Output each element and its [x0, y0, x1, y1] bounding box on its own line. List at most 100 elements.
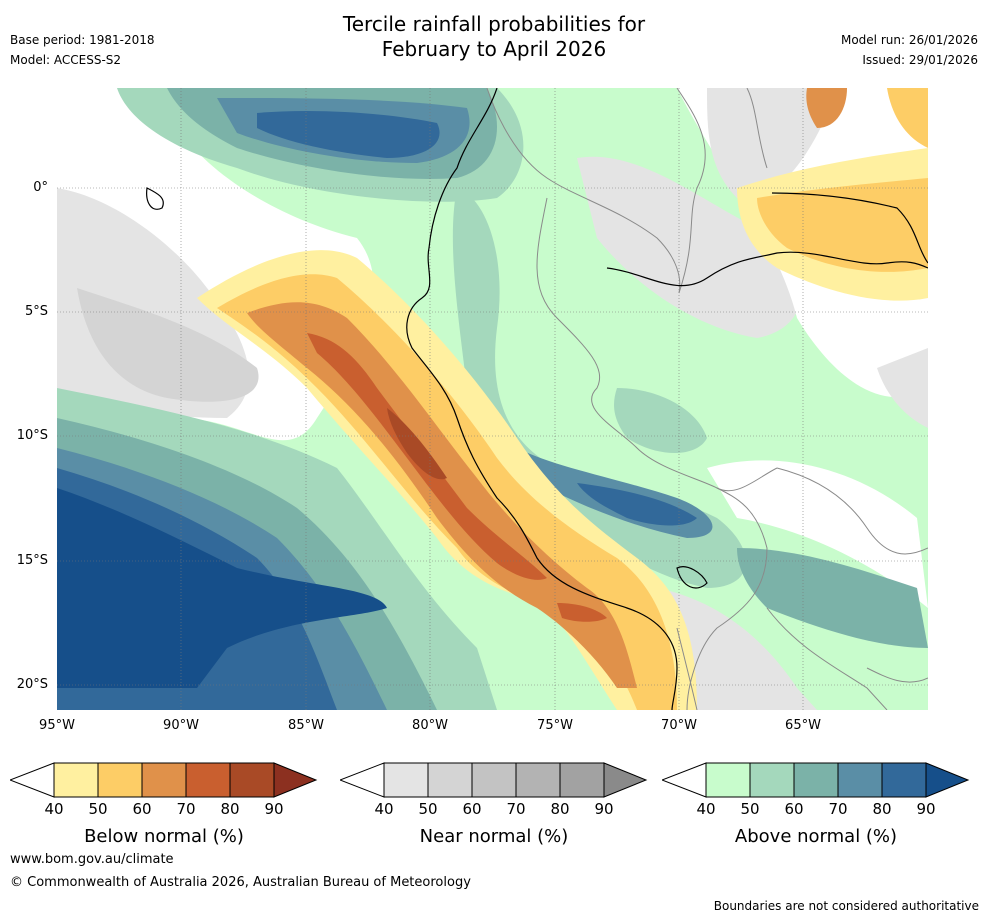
cb-below-tick-80: 80: [220, 800, 240, 818]
lon-label-90w: 90°W: [163, 718, 199, 733]
cb-below-80: [185, 762, 231, 798]
coastline: [146, 88, 928, 710]
lon-label-70w: 70°W: [661, 718, 697, 733]
cb-above-tick-50: 50: [740, 800, 760, 818]
lon-label-80w: 80°W: [412, 718, 448, 733]
cb-above-tick-80: 80: [872, 800, 892, 818]
lat-label-5s: 5°S: [24, 304, 48, 319]
field-above-50-east: [614, 388, 707, 453]
legend-title-below: Below normal (%): [84, 826, 244, 847]
cb-below-arrow-right: [273, 762, 318, 798]
cb-below-70: [141, 762, 187, 798]
lat-label-0: 0°: [33, 180, 48, 195]
field-below-70-south: [557, 603, 607, 622]
model-run: Model run: 26/01/2026: [840, 33, 978, 47]
field-above-60-se: [737, 548, 928, 648]
lon-label-95w: 95°W: [39, 718, 75, 733]
lake-titicaca: [676, 566, 708, 589]
border-bolivia: [686, 487, 768, 710]
field-near-south: [657, 588, 817, 710]
cb-near-70: [471, 762, 517, 798]
country-borders: [486, 88, 928, 710]
meta-left: Base period: 1981-2018 Model: ACCESS-S2: [10, 30, 155, 70]
cb-near-tick-50: 50: [418, 800, 438, 818]
cb-below-tick-40: 40: [44, 800, 64, 818]
map-title: Tercile rainfall probabilities for Febru…: [0, 12, 988, 62]
cb-near-arrow-left: [340, 762, 385, 798]
field-white-central: [707, 460, 928, 608]
cb-above-50: [705, 762, 751, 798]
cb-near-tick-60: 60: [462, 800, 482, 818]
cb-near-arrow-right: [603, 762, 648, 798]
cb-near-60: [427, 762, 473, 798]
cb-above-60: [749, 762, 795, 798]
cb-below-90: [229, 762, 275, 798]
coast-amazon-delta: [771, 192, 928, 264]
border-brazil-north: [676, 88, 706, 294]
field-above-80-inland: [577, 483, 697, 526]
field-near-east-3: [707, 88, 837, 200]
title-line-1: Tercile rainfall probabilities for: [342, 12, 646, 36]
field-above-90-sw: [57, 488, 387, 688]
coast-amazon-river: [606, 251, 928, 287]
meta-right: Model run: 26/01/2026 Issued: 29/01/2026: [841, 30, 978, 70]
legend-title-above: Above normal (%): [734, 826, 898, 847]
lon-label-85w: 85°W: [288, 718, 324, 733]
title-line-2: February to April 2026: [381, 37, 607, 61]
probability-map: [57, 88, 928, 710]
cb-above-80: [837, 762, 883, 798]
border-colombia-peru: [486, 88, 681, 294]
cb-near-tick-80: 80: [550, 800, 570, 818]
cb-near-tick-40: 40: [374, 800, 394, 818]
cb-below-tick-60: 60: [132, 800, 152, 818]
cb-above-90: [881, 762, 927, 798]
cb-below-60: [97, 762, 143, 798]
colorbar-below: [10, 762, 318, 798]
galapagos-islands: [146, 187, 164, 210]
cb-above-tick-60: 60: [784, 800, 804, 818]
disclaimer: Boundaries are not considered authoritat…: [713, 899, 979, 913]
field-below-50-ne: [757, 178, 928, 272]
field-below-60-ne: [806, 88, 847, 128]
cb-above-arrow-left: [662, 762, 707, 798]
field-near-50-west: [77, 288, 259, 402]
cb-near-90: [559, 762, 605, 798]
field-below-80: [387, 408, 447, 480]
copyright: © Commonwealth of Australia 2026, Austra…: [10, 875, 471, 890]
cb-near-tick-70: 70: [506, 800, 526, 818]
border-chile: [676, 627, 698, 710]
lat-label-10s: 10°S: [16, 428, 48, 443]
website-link[interactable]: www.bom.gov.au/climate: [10, 852, 174, 867]
cb-below-arrow-left: [10, 762, 55, 798]
field-above-80-north: [257, 111, 440, 158]
cb-near-80: [515, 762, 561, 798]
cb-below-tick-90: 90: [264, 800, 284, 818]
colorbar-near: [340, 762, 648, 798]
base-period: Base period: 1981-2018: [10, 33, 155, 47]
grid-lines: [57, 88, 928, 710]
cb-above-tick-90: 90: [916, 800, 936, 818]
field-below-50-ne2: [887, 88, 928, 148]
cb-below-tick-50: 50: [88, 800, 108, 818]
border-guiana: [746, 88, 768, 169]
lon-label-75w: 75°W: [537, 718, 573, 733]
legend-title-near: Near normal (%): [419, 826, 569, 847]
border-bolivia-south: [766, 607, 888, 710]
lon-label-65w: 65°W: [785, 718, 821, 733]
border-bolivia-east: [776, 467, 928, 555]
colorbar-above: [662, 762, 970, 798]
cb-above-arrow-right: [925, 762, 970, 798]
field-near-east-4: [877, 348, 928, 428]
issued-date: Issued: 29/01/2026: [862, 53, 978, 67]
lat-label-15s: 15°S: [16, 553, 48, 568]
cb-above-tick-40: 40: [696, 800, 716, 818]
cb-near-50: [383, 762, 429, 798]
cb-above-70: [793, 762, 839, 798]
model-name: Model: ACCESS-S2: [10, 53, 122, 67]
cb-above-tick-70: 70: [828, 800, 848, 818]
cb-near-tick-90: 90: [594, 800, 614, 818]
border-paraguay: [866, 667, 928, 683]
lat-label-20s: 20°S: [16, 677, 48, 692]
cb-below-tick-70: 70: [176, 800, 196, 818]
cb-below-50: [53, 762, 99, 798]
